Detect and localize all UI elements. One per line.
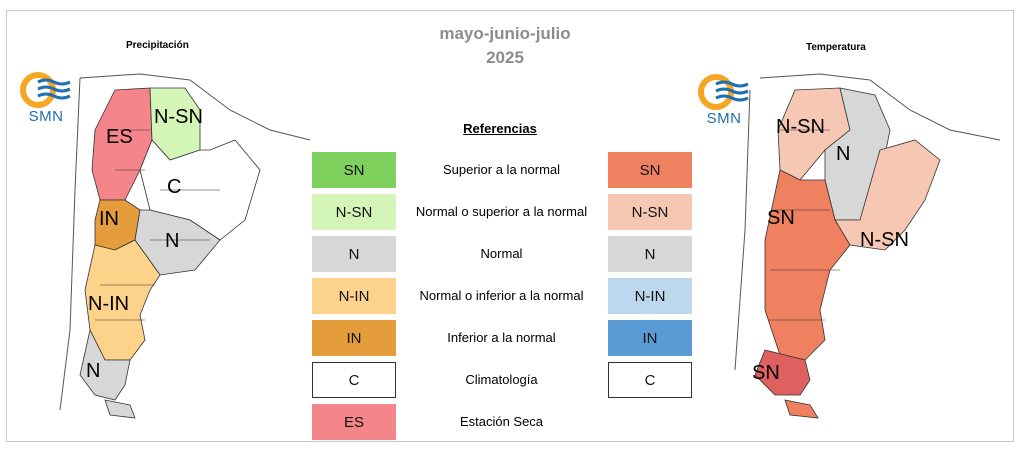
precip-region-es: ES [106,126,133,148]
period-title: mayo-junio-julio 2025 [400,22,610,70]
legend-temp-swatch-sn: SN [608,152,692,188]
legend-temp-swatch-in: IN [608,320,692,356]
legend-title: Referencias [463,121,537,136]
legend-precip-swatch-sn: SN [312,152,396,188]
smn-logo-text: SMN [28,108,64,125]
smn-logo-icon [20,72,71,108]
smn-logo-left: SMN [18,70,78,130]
legend-temp-swatch-n-in: N-IN [608,278,692,314]
precip-region-n-in: N-IN [88,293,130,315]
legend-description-in: Inferior a la normal [447,330,556,345]
temperature-caption: Temperatura [806,42,866,53]
temp-region-sn: SN [767,207,795,229]
legend-description-n-in: Normal o inferior a la normal [419,288,584,303]
temp-region-n: N [836,143,851,165]
legend-precip-swatch-n-in: N-IN [312,278,396,314]
precip-region-n-sn: N-SN [154,106,203,128]
legend-description-n: Normal [480,246,523,261]
precipitation-map [59,73,311,419]
smn-logo-right: SMN [696,72,756,132]
legend-temp-swatch-n-sn: N-SN [608,194,692,230]
smn-logo-icon [698,74,749,110]
legend-precip-swatch-in: IN [312,320,396,356]
period-months: mayo-junio-julio [439,24,571,43]
precip-region-c: C [167,176,182,198]
smn-logo-text: SMN [706,110,742,127]
precip-region-in: IN [99,208,119,230]
temp-region-n-sn-north: N-SN [776,116,825,138]
figure-frame [6,10,1014,442]
legend-precip-swatch-es: ES [312,404,396,440]
legend-precip-swatch-n: N [312,236,396,272]
temp-region-n-sn-east: N-SN [860,229,909,251]
legend-precip-swatch-c: C [312,362,396,398]
legend-description-sn: Superior a la normal [442,162,561,177]
legend-description-c: Climatología [465,372,538,387]
temperature-map [734,73,1001,419]
precip-region-n-south: N [86,360,101,382]
legend-precip-swatch-n-sn: N-SN [312,194,396,230]
legend-description-es: Estación Seca [459,414,544,429]
period-year: 2025 [486,48,524,67]
precipitation-caption: Precipitación [126,40,189,51]
temp-region-sn-south: SN [752,362,780,384]
legend-temp-swatch-n: N [608,236,692,272]
legend-description-n-sn: Normal o superior a la normal [415,204,588,219]
legend-temp-swatch-c: C [608,362,692,398]
precip-region-n: N [165,230,180,252]
